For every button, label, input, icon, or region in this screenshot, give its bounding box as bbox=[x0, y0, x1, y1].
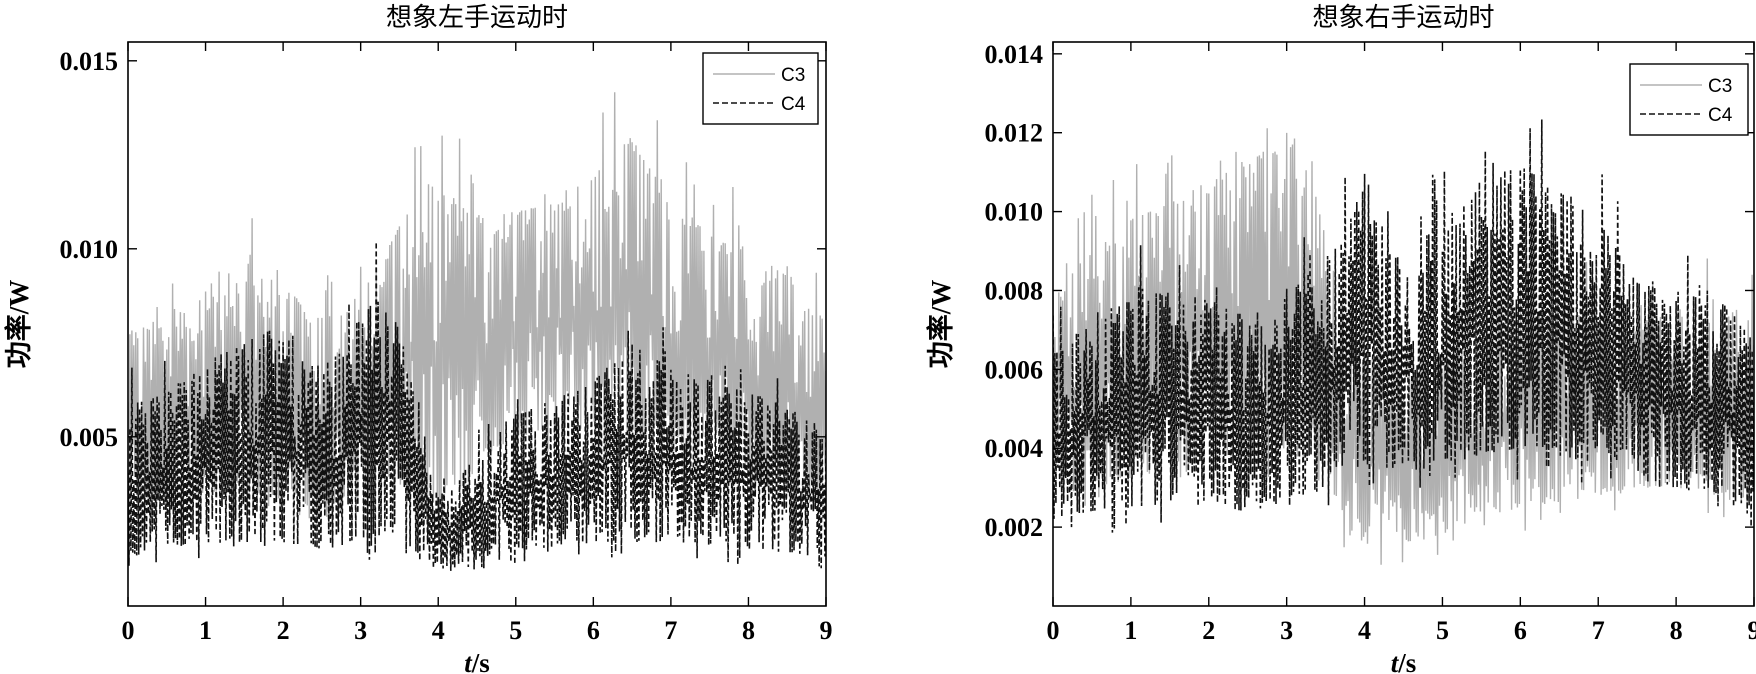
y-axis-label: 功率/W bbox=[925, 280, 956, 369]
x-tick-label: 8 bbox=[1670, 616, 1683, 645]
y-tick-label: 0.004 bbox=[985, 434, 1044, 463]
x-tick-label: 7 bbox=[664, 616, 677, 645]
x-tick-label: 0 bbox=[122, 616, 135, 645]
y-tick-label: 0.005 bbox=[60, 423, 119, 452]
plot-area bbox=[1053, 119, 1754, 565]
x-tick-label: 9 bbox=[820, 616, 833, 645]
x-axis-label: t/s bbox=[464, 648, 490, 674]
plot-frame bbox=[1052, 41, 1755, 607]
y-tick-label: 0.010 bbox=[60, 235, 119, 264]
x-tick-label: 4 bbox=[432, 616, 445, 645]
x-axis-label-symbol: t bbox=[1391, 648, 1400, 674]
x-axis-label-unit: /s bbox=[1397, 648, 1416, 674]
chart-title: 想象左手运动时 bbox=[386, 3, 568, 33]
legend-label-c4: C4 bbox=[1708, 105, 1733, 126]
y-tick-label: 0.014 bbox=[985, 40, 1044, 69]
y-tick-label: 0.002 bbox=[985, 513, 1044, 542]
y-tick-label: 0.006 bbox=[985, 355, 1044, 384]
right-chart-panel: 想象右手运动时 功率/W t/s 0 1 2 3 4 5 6 7 8 9 0.002 0.004 0.0… bbox=[925, 3, 1756, 674]
plot-area bbox=[128, 92, 826, 571]
x-axis-label-symbol: t bbox=[464, 648, 473, 674]
legend-label-c4: C4 bbox=[781, 94, 806, 115]
x-tick-label: 9 bbox=[1748, 616, 1756, 645]
y-tick-label: 0.012 bbox=[985, 119, 1044, 148]
x-tick-label: 7 bbox=[1592, 616, 1605, 645]
y-tick-label: 0.010 bbox=[985, 198, 1044, 227]
series-line-c4 bbox=[1053, 119, 1754, 533]
y-axis-label: 功率/W bbox=[3, 280, 34, 369]
legend-box bbox=[1629, 63, 1749, 136]
x-axis-label: t/s bbox=[1391, 648, 1417, 674]
x-tick-label: 6 bbox=[587, 616, 600, 645]
x-tick-label: 8 bbox=[742, 616, 755, 645]
x-tick-label: 0 bbox=[1047, 616, 1060, 645]
y-tick-label: 0.015 bbox=[60, 47, 119, 76]
legend-label-c3: C3 bbox=[1708, 76, 1732, 97]
y-tick-label: 0.008 bbox=[985, 276, 1044, 305]
series-line-c4 bbox=[128, 241, 826, 571]
x-tick-label: 5 bbox=[509, 616, 522, 645]
x-tick-label: 3 bbox=[1280, 616, 1293, 645]
legend-box bbox=[702, 52, 819, 125]
x-tick-label: 5 bbox=[1436, 616, 1449, 645]
x-tick-label: 1 bbox=[199, 616, 212, 645]
left-chart-panel: 想象左手运动时 功率/W t/s 0 1 2 3 4 5 6 7 8 9 0.005 0.010 0.0… bbox=[3, 3, 833, 674]
x-tick-label: 1 bbox=[1124, 616, 1137, 645]
x-tick-label: 6 bbox=[1514, 616, 1527, 645]
x-tick-label: 2 bbox=[277, 616, 290, 645]
x-tick-label: 4 bbox=[1358, 616, 1371, 645]
x-axis-label-unit: /s bbox=[471, 648, 490, 674]
x-tick-label: 2 bbox=[1202, 616, 1215, 645]
legend-label-c3: C3 bbox=[781, 65, 805, 86]
plot-frame bbox=[127, 41, 827, 607]
chart-title: 想象右手运动时 bbox=[1312, 3, 1494, 33]
x-tick-label: 3 bbox=[354, 616, 367, 645]
